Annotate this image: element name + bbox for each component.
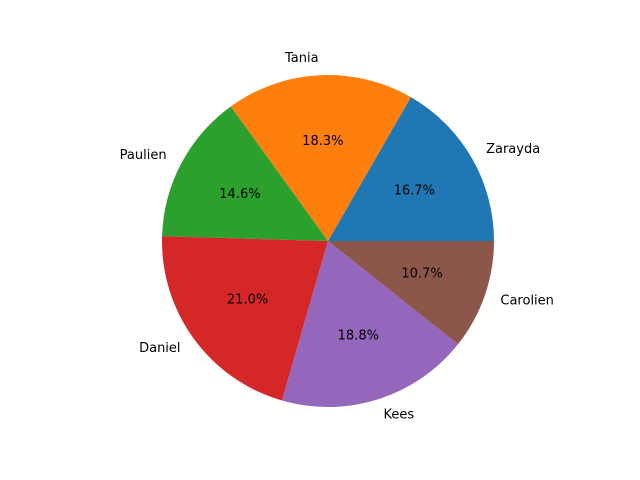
- slice-label-kees: Kees: [384, 407, 415, 422]
- pie-slice-zarayda: [328, 97, 494, 242]
- slice-label-zarayda: Zarayda: [486, 142, 540, 157]
- pie-slice-daniel: [162, 236, 328, 401]
- slice-pct-tania: 18.3%: [302, 134, 343, 149]
- slice-pct-paulien: 14.6%: [219, 187, 260, 202]
- pie-slice-carolien: [328, 241, 495, 345]
- pie-slice-kees: [281, 241, 458, 407]
- slice-pct-kees: 18.8%: [338, 328, 379, 343]
- pie-labels: Zarayda 16.7% Tania 18.3% Paulien 14.6% Daniel…: [120, 51, 554, 422]
- pie-slice-paulien: [162, 106, 328, 242]
- pie-slice-tania: [230, 74, 411, 241]
- slice-pct-carolien: 10.7%: [401, 266, 442, 281]
- slice-label-daniel: Daniel: [139, 341, 180, 356]
- pie-slices: [162, 74, 495, 407]
- slice-label-paulien: Paulien: [120, 148, 167, 163]
- slice-pct-zarayda: 16.7%: [394, 184, 435, 199]
- slice-label-carolien: Carolien: [500, 294, 554, 309]
- slice-pct-daniel: 21.0%: [227, 292, 268, 307]
- slice-label-tania: Tania: [284, 51, 319, 66]
